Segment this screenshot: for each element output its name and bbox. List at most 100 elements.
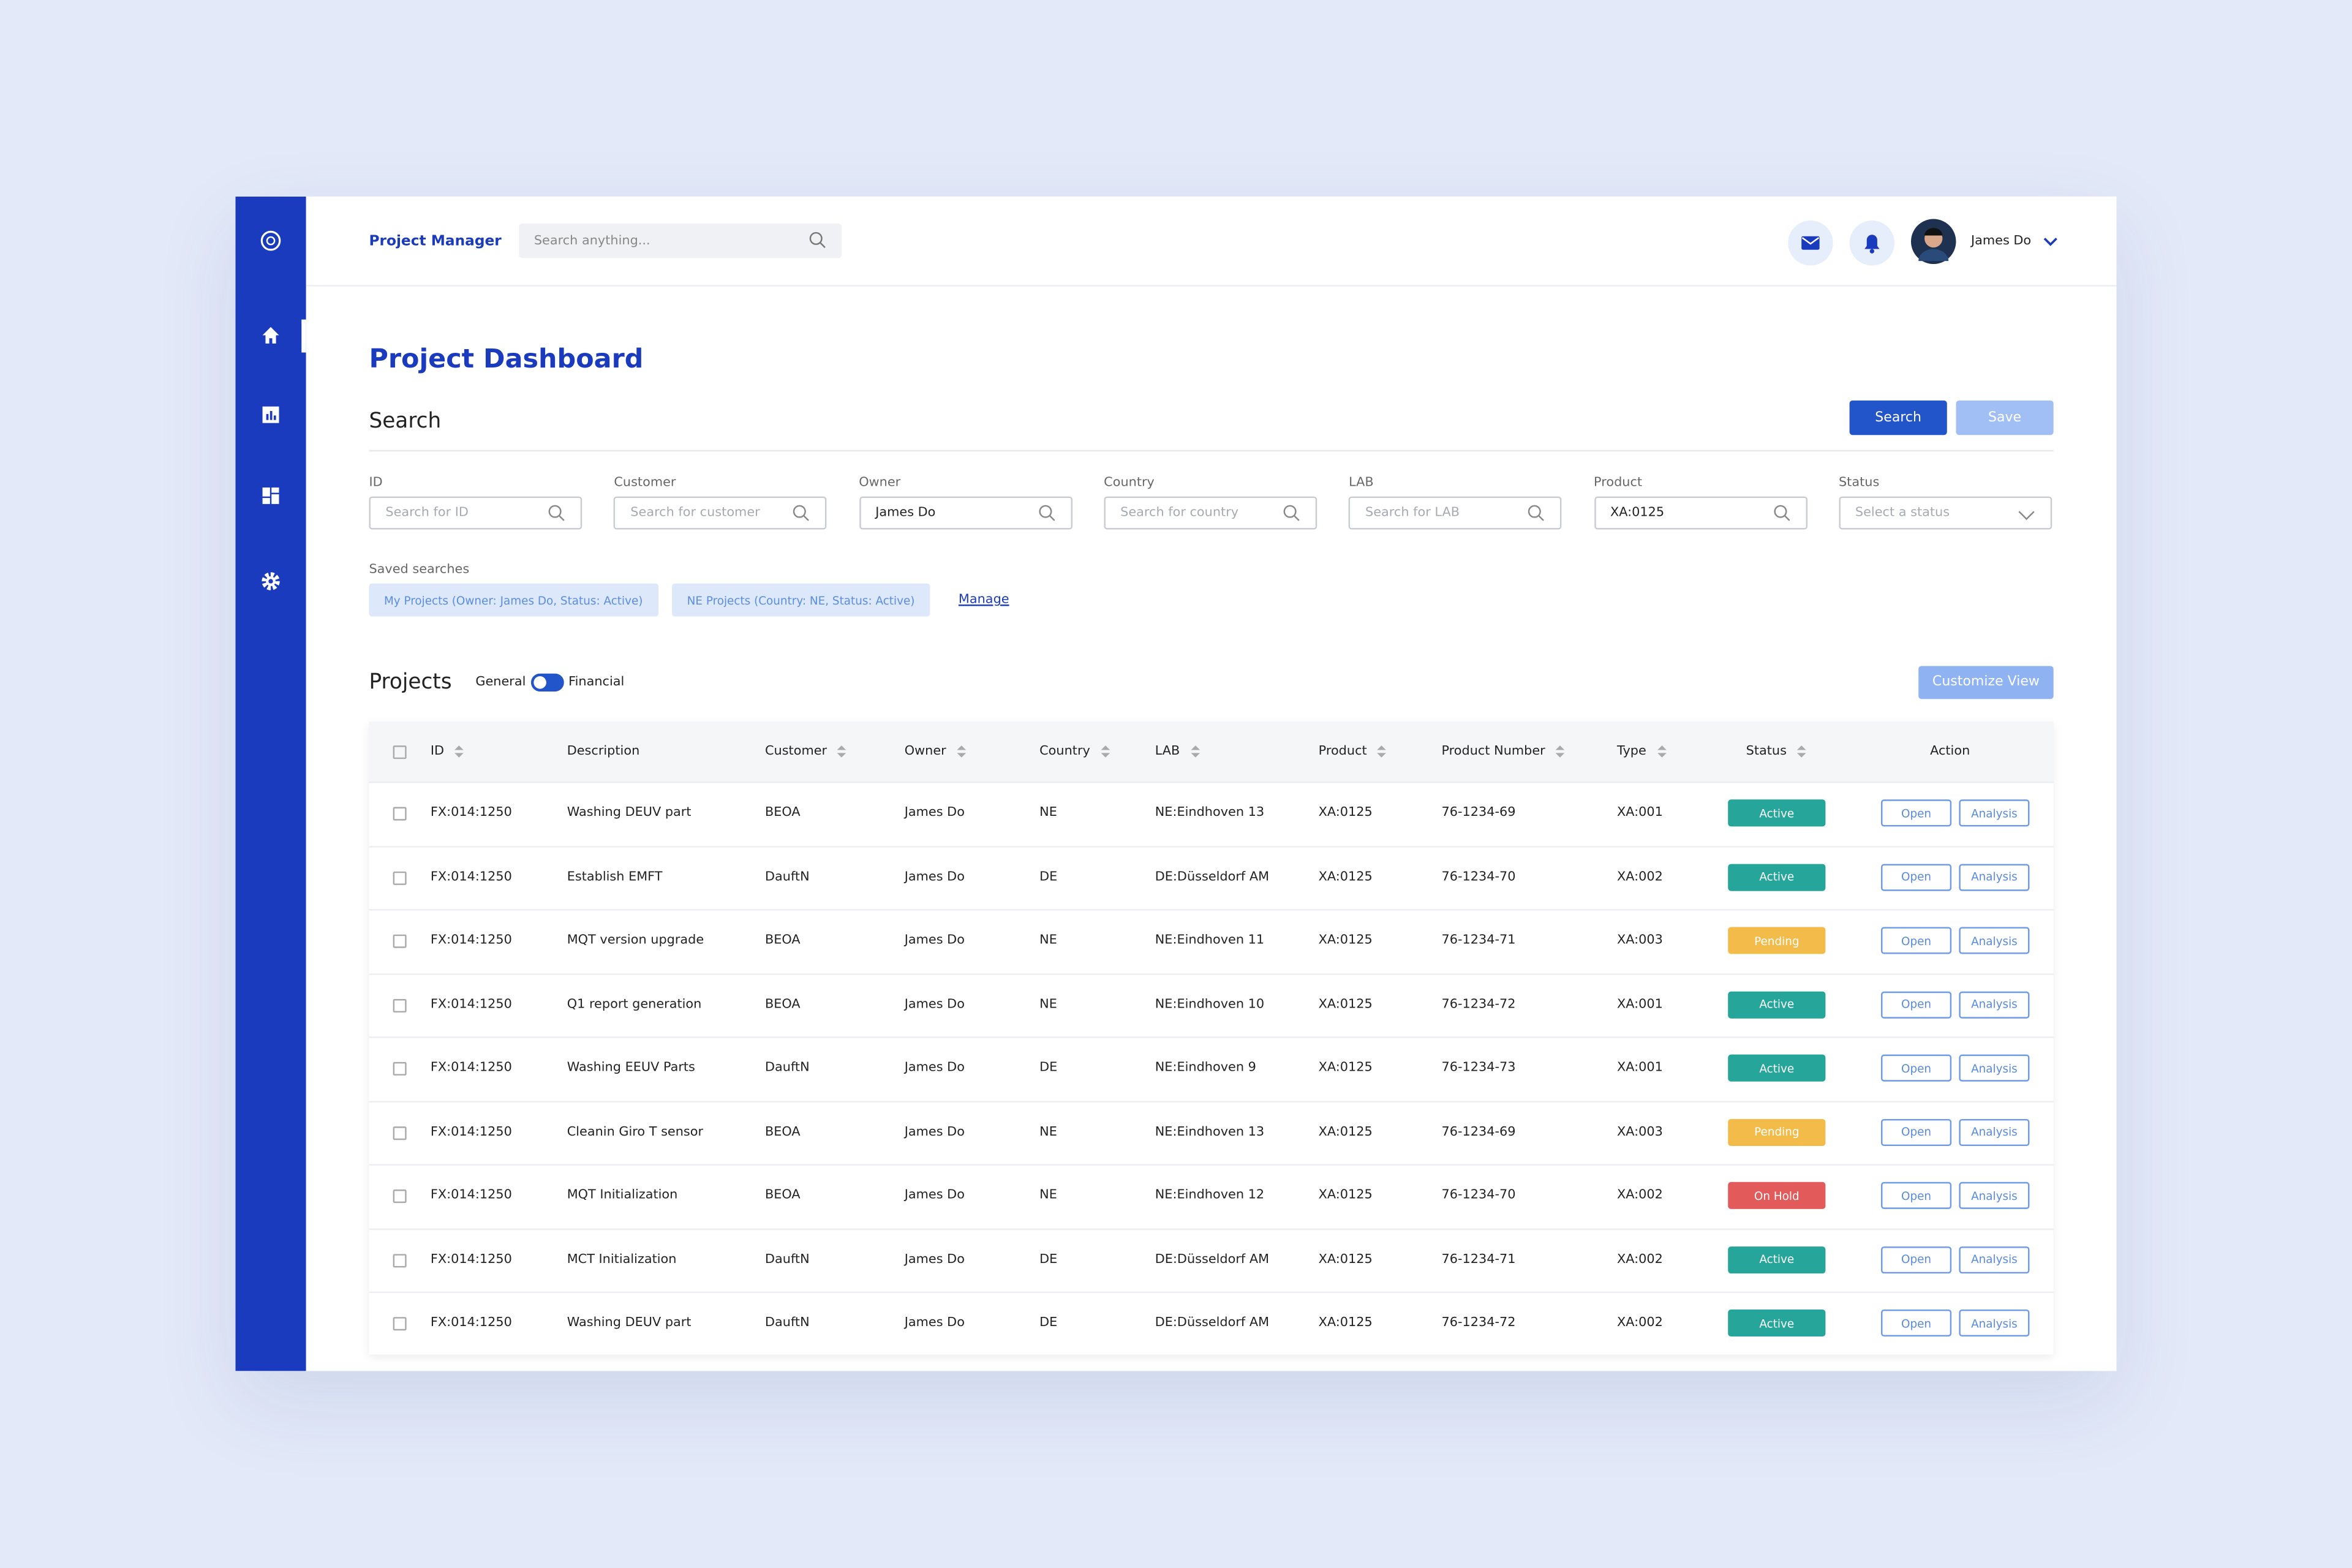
field-input[interactable]: Search for LAB (1349, 496, 1562, 530)
cell: FX:014:1250 (430, 1251, 512, 1267)
field-text: Search for country (1120, 505, 1239, 521)
view-toggle[interactable] (530, 673, 564, 692)
table-row (369, 973, 2054, 1036)
home-icon[interactable] (261, 325, 281, 345)
notifications-button[interactable] (1848, 219, 1896, 267)
search-icon (548, 505, 565, 521)
cell: DE (1039, 1251, 1058, 1267)
cell: James Do (904, 1315, 965, 1331)
cell: NE:Eindhoven 10 (1155, 997, 1265, 1012)
status-badge: Active (1728, 990, 1826, 1018)
row-checkbox[interactable] (393, 1061, 407, 1076)
cell: BEOA (764, 997, 801, 1012)
search-button[interactable]: Search (1849, 400, 1947, 435)
field-input[interactable]: XA:0125 (1594, 496, 1807, 530)
saved-label: Saved searches (369, 562, 470, 578)
open-button[interactable]: Open (1881, 863, 1952, 891)
row-checkbox[interactable] (393, 998, 407, 1012)
table-row (369, 909, 2054, 973)
analysis-button[interactable]: Analysis (1959, 1309, 2030, 1337)
field-label: Product (1594, 475, 1643, 491)
open-button[interactable]: Open (1881, 1182, 1952, 1209)
column-header: Product (1318, 744, 1367, 760)
open-button[interactable]: Open (1881, 1245, 1952, 1273)
analysis-button[interactable]: Analysis (1959, 1054, 2030, 1082)
sort-icon (454, 745, 464, 758)
cell: XA:002 (1617, 869, 1663, 884)
manage-link[interactable]: Manage (958, 592, 1009, 608)
open-button[interactable]: Open (1881, 1309, 1952, 1337)
row-checkbox[interactable] (393, 870, 407, 884)
select-all-checkbox[interactable] (393, 745, 407, 760)
open-button[interactable]: Open (1881, 1118, 1952, 1145)
column-header: LAB (1155, 744, 1180, 760)
table-row (369, 781, 2054, 845)
status-badge: Active (1728, 1309, 1826, 1337)
open-button[interactable]: Open (1881, 927, 1952, 954)
cell: XA:001 (1617, 997, 1663, 1012)
row-checkbox[interactable] (393, 1253, 407, 1267)
column-header: Customer (764, 744, 827, 760)
user-name[interactable]: James Do (1970, 234, 2032, 249)
field-input[interactable]: Search for customer (614, 496, 827, 530)
status-badge: Pending (1728, 1118, 1826, 1145)
analysis-button[interactable]: Analysis (1959, 1245, 2030, 1273)
sort-icon (956, 745, 966, 758)
field-input[interactable]: Search for ID (369, 496, 582, 530)
row-checkbox[interactable] (393, 934, 407, 948)
cell: 76-1234-73 (1441, 1060, 1516, 1076)
row-checkbox[interactable] (393, 807, 407, 821)
field-input[interactable]: James Do (859, 496, 1072, 530)
open-button[interactable]: Open (1881, 799, 1952, 827)
table-row (369, 1164, 2054, 1227)
cell: XA:001 (1617, 805, 1663, 821)
analysis-button[interactable]: Analysis (1959, 1182, 2030, 1209)
cell: MQT version upgrade (567, 933, 704, 948)
cell: FX:014:1250 (430, 933, 512, 948)
cell: XA:0125 (1318, 1251, 1373, 1267)
analysis-button[interactable]: Analysis (1959, 927, 2030, 954)
status-badge: Active (1728, 799, 1826, 827)
dashboard-icon[interactable] (261, 486, 281, 505)
field-input[interactable]: Select a status (1838, 496, 2052, 530)
save-button[interactable]: Save (1956, 400, 2054, 435)
customize-button[interactable]: Customize View (1918, 666, 2054, 699)
cell: FX:014:1250 (430, 805, 512, 821)
open-button[interactable]: Open (1881, 1054, 1952, 1082)
open-button[interactable]: Open (1881, 990, 1952, 1018)
cell: NE (1039, 933, 1057, 948)
cell: XA:002 (1617, 1188, 1663, 1204)
analysis-button[interactable]: Analysis (1959, 863, 2030, 891)
analysis-button[interactable]: Analysis (1959, 1118, 2030, 1145)
row-checkbox[interactable] (393, 1189, 407, 1204)
field-input[interactable]: Search for country (1104, 496, 1317, 530)
row-checkbox[interactable] (393, 1317, 407, 1331)
cell: NE (1039, 1188, 1057, 1204)
analysis-button[interactable]: Analysis (1959, 990, 2030, 1018)
column-header: Action (1930, 744, 1970, 760)
cell: XA:0125 (1318, 805, 1373, 821)
mail-button[interactable] (1787, 219, 1834, 267)
settings-icon[interactable] (261, 571, 281, 591)
cell: XA:0125 (1318, 1315, 1373, 1331)
cell: Washing DEUV part (567, 805, 692, 821)
cell: 76-1234-72 (1441, 997, 1516, 1012)
status-badge: Active (1728, 1054, 1826, 1082)
global-search[interactable]: Search anything... (519, 223, 842, 258)
cell: FX:014:1250 (430, 1188, 512, 1204)
saved-chip[interactable]: My Projects (Owner: James Do, Status: Ac… (369, 583, 658, 617)
saved-chip[interactable]: NE Projects (Country: NE, Status: Active… (672, 583, 930, 617)
chart-icon[interactable] (261, 405, 281, 424)
search-icon (1773, 505, 1790, 521)
sort-icon (1190, 745, 1200, 758)
analysis-button[interactable]: Analysis (1959, 799, 2030, 827)
user-chevron[interactable] (2043, 235, 2058, 247)
cell: BEOA (764, 1188, 801, 1204)
cell: James Do (904, 933, 965, 948)
avatar[interactable] (1911, 219, 1956, 265)
dropdown-icon (2018, 511, 2035, 521)
app-window: Project Manager Search anything... James… (235, 196, 2117, 1371)
row-checkbox[interactable] (393, 1125, 407, 1140)
